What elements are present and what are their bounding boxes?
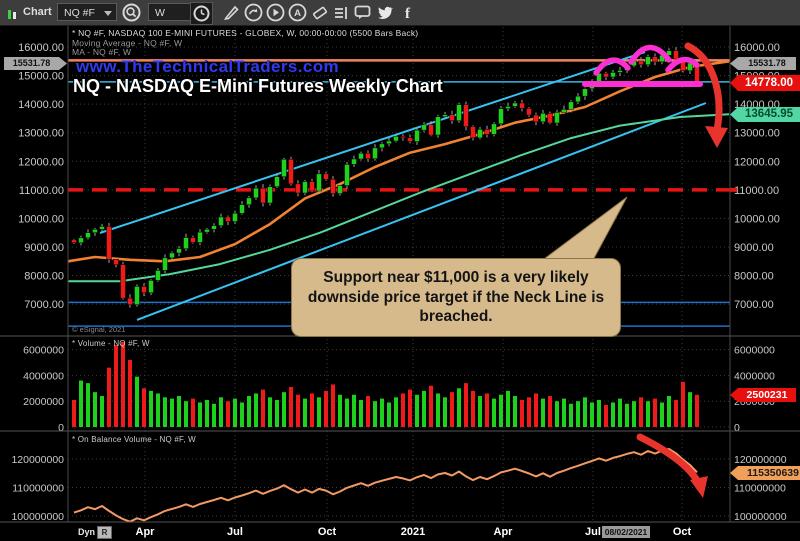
svg-text:Apr: Apr: [136, 526, 156, 538]
svg-text:Apr: Apr: [494, 526, 514, 538]
svg-text:8000.00: 8000.00: [734, 271, 774, 283]
symbol-value: NQ #F: [64, 7, 95, 19]
svg-text:10000.00: 10000.00: [18, 213, 64, 225]
last-price-badge: 14778.00: [730, 75, 800, 91]
svg-text:4000000: 4000000: [734, 370, 775, 382]
svg-text:12000.00: 12000.00: [734, 156, 780, 168]
studies-list-icon[interactable]: [330, 2, 351, 23]
dyn-scale-label[interactable]: Dyn: [78, 527, 96, 537]
svg-text:0: 0: [734, 422, 740, 434]
svg-text:9000.00: 9000.00: [734, 242, 774, 254]
share-arrow-icon[interactable]: [243, 2, 264, 23]
svg-text:16000.00: 16000.00: [734, 42, 780, 54]
chevron-down-icon: [104, 11, 112, 16]
toolbar: Chart NQ #F W A: [0, 0, 800, 26]
obv-panel-header: * On Balance Volume - NQ #F, W: [72, 435, 196, 444]
chart-header-line3: MA - NQ #F, W: [72, 47, 132, 57]
svg-text:110000000: 110000000: [734, 483, 786, 495]
chart-tab-label[interactable]: Chart: [23, 6, 52, 18]
svg-text:Oct: Oct: [318, 526, 337, 538]
svg-text:7000.00: 7000.00: [734, 299, 774, 311]
facebook-icon[interactable]: f: [397, 2, 418, 23]
level-price-badge-right: 15531.78: [730, 57, 796, 70]
play-icon[interactable]: [265, 2, 286, 23]
svg-text:10000.00: 10000.00: [734, 213, 780, 225]
watermark-url: www.TheTechnicalTraders.com: [76, 57, 340, 76]
svg-text:12000.00: 12000.00: [18, 156, 64, 168]
interval-value: W: [155, 7, 165, 19]
callout-text: Support near $11,000 is a very likely do…: [307, 268, 605, 326]
svg-text:15000.00: 15000.00: [18, 71, 64, 83]
svg-text:4000000: 4000000: [23, 370, 64, 382]
esignal-credit: © eSignal, 2021: [72, 325, 126, 334]
svg-text:Jul: Jul: [227, 526, 243, 538]
svg-text:0: 0: [58, 422, 64, 434]
svg-text:f: f: [405, 6, 411, 21]
svg-text:2000000: 2000000: [23, 396, 64, 408]
symbol-search-icon[interactable]: [121, 2, 142, 23]
chart-header-line2: Moving Average - NQ #F, W: [72, 38, 183, 48]
svg-text:6000000: 6000000: [734, 345, 775, 357]
svg-text:Oct: Oct: [673, 526, 692, 538]
svg-text:100000000: 100000000: [11, 511, 64, 523]
volume-last-badge: 2500231: [730, 388, 796, 402]
svg-text:13000.00: 13000.00: [18, 128, 64, 140]
svg-text:9000.00: 9000.00: [24, 242, 64, 254]
svg-text:6000000: 6000000: [23, 345, 64, 357]
svg-text:8000.00: 8000.00: [24, 271, 64, 283]
svg-text:11000.00: 11000.00: [19, 185, 64, 197]
svg-text:11000.00: 11000.00: [734, 185, 779, 197]
clock-icon[interactable]: [190, 2, 213, 25]
eraser-icon[interactable]: [309, 2, 330, 23]
date-badge: 08/02/2021: [602, 526, 650, 538]
svg-text:13000.00: 13000.00: [734, 128, 780, 140]
svg-text:7000.00: 7000.00: [24, 299, 64, 311]
annotate-a-icon[interactable]: A: [287, 2, 308, 23]
callout-annotation[interactable]: Support near $11,000 is a very likely do…: [291, 258, 621, 337]
svg-text:2021: 2021: [401, 526, 425, 538]
obv-last-badge: 115350639: [730, 466, 800, 480]
svg-text:Jul: Jul: [585, 526, 601, 538]
chart-bars-icon: [7, 7, 19, 19]
ma-value-badge: 13645.95: [730, 107, 800, 122]
svg-text:120000000: 120000000: [11, 454, 64, 466]
pencil-icon[interactable]: [221, 2, 242, 23]
symbol-dropdown[interactable]: NQ #F: [57, 3, 117, 21]
level-price-badge-left: 15531.78: [4, 57, 67, 70]
chat-bubble-icon[interactable]: [352, 2, 373, 23]
svg-text:120000000: 120000000: [734, 454, 787, 466]
volume-panel-header: * Volume - NQ #F, W: [72, 339, 150, 348]
svg-text:110000000: 110000000: [12, 483, 64, 495]
dyn-scale-icon[interactable]: R: [97, 526, 112, 539]
svg-text:A: A: [294, 8, 301, 19]
chart-header-line1: * NQ #F, NASDAQ 100 E-MINI FUTURES - GLO…: [72, 28, 419, 38]
svg-text:100000000: 100000000: [734, 511, 787, 523]
svg-text:16000.00: 16000.00: [18, 42, 64, 54]
svg-text:14000.00: 14000.00: [18, 99, 64, 111]
twitter-icon[interactable]: [375, 2, 396, 23]
page-title: NQ - NASDAQ E-Mini Futures Weekly Chart: [73, 76, 443, 96]
